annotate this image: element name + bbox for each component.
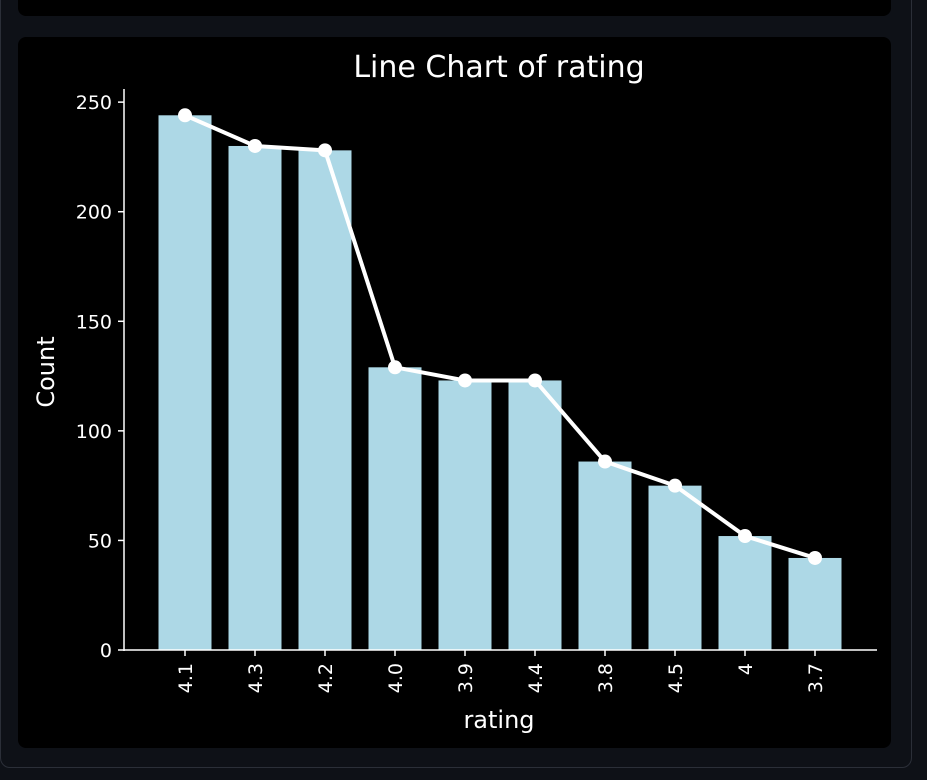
bar	[368, 367, 422, 650]
line-point	[738, 529, 752, 544]
chart-title: Line Chart of rating	[353, 50, 644, 85]
y-tick-label: 0	[100, 640, 112, 662]
line-point	[318, 143, 332, 158]
x-tick-label: 3.8	[595, 663, 617, 693]
bar-series	[158, 115, 842, 650]
axes: 0 50 100 150 200 250 4.1 4.3 4.2 4.0 3.9 4.4 3.8 4.5 4…	[76, 89, 877, 693]
bar	[788, 557, 842, 650]
line-point	[248, 138, 262, 153]
line-point	[388, 360, 402, 375]
x-tick-label: 4.5	[665, 663, 687, 693]
series-line	[184, 113, 816, 560]
y-axis-label: Count	[32, 336, 60, 407]
line-point	[598, 454, 612, 469]
previous-card	[18, 0, 891, 16]
bar	[438, 380, 492, 650]
bar	[648, 485, 702, 650]
line-point	[808, 550, 822, 565]
line-point	[668, 478, 682, 493]
bar	[578, 461, 632, 650]
y-tick-label: 200	[76, 202, 112, 224]
y-tick-label: 150	[76, 311, 112, 333]
y-tick-label: 250	[76, 92, 112, 114]
y-tick-label: 50	[88, 530, 112, 552]
x-tick-label: 4.4	[525, 663, 547, 693]
chart-card: Line Chart of rating Count rating 0 50 100…	[18, 37, 891, 748]
x-tick-label: 4.3	[245, 663, 267, 693]
x-tick-label: 4.1	[175, 663, 197, 693]
rating-chart: Line Chart of rating Count rating 0 50 100…	[32, 50, 877, 734]
y-tick-label: 100	[76, 421, 112, 443]
x-axis-label: rating	[463, 706, 534, 734]
x-tick-label: 3.9	[455, 663, 477, 693]
line-point	[458, 373, 472, 388]
bar	[508, 380, 562, 650]
bar	[228, 145, 282, 650]
line-series	[178, 108, 822, 565]
bar	[158, 115, 212, 650]
x-tick-label: 3.7	[805, 663, 827, 693]
bar	[298, 150, 352, 650]
bar	[718, 536, 772, 650]
line-point	[178, 108, 192, 123]
x-tick-label: 4.0	[385, 663, 407, 693]
line-point	[528, 373, 542, 388]
x-tick-label: 4	[735, 663, 757, 675]
x-tick-label: 4.2	[315, 663, 337, 693]
